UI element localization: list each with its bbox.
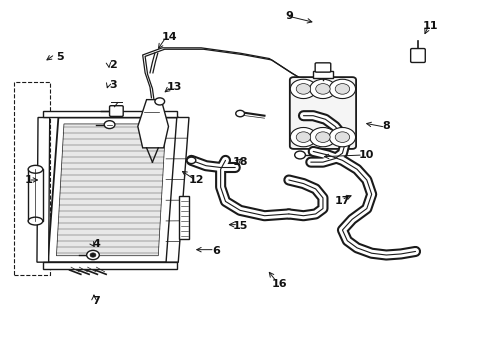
Polygon shape (56, 124, 166, 256)
FancyBboxPatch shape (315, 63, 331, 72)
Circle shape (290, 127, 317, 147)
Text: 17: 17 (335, 197, 350, 206)
Text: 8: 8 (382, 121, 390, 131)
Circle shape (87, 250, 99, 260)
Bar (28, 169, 43, 221)
Bar (179, 196, 189, 239)
Bar (313, 71, 333, 78)
Text: 6: 6 (212, 247, 220, 256)
FancyBboxPatch shape (110, 106, 123, 116)
Text: 13: 13 (167, 82, 182, 92)
Circle shape (310, 127, 336, 147)
Polygon shape (48, 117, 178, 262)
Circle shape (290, 79, 317, 99)
Text: 9: 9 (285, 11, 293, 21)
Text: 2: 2 (110, 60, 117, 70)
Circle shape (329, 79, 356, 99)
Polygon shape (138, 100, 169, 148)
Circle shape (104, 121, 115, 129)
Circle shape (187, 157, 196, 163)
Circle shape (329, 127, 356, 147)
Circle shape (310, 79, 336, 99)
Ellipse shape (28, 165, 43, 173)
Ellipse shape (28, 217, 43, 225)
Circle shape (236, 111, 245, 117)
Text: 18: 18 (232, 157, 248, 167)
Text: 4: 4 (93, 239, 100, 249)
Circle shape (335, 132, 350, 143)
FancyBboxPatch shape (290, 77, 356, 149)
Circle shape (316, 84, 330, 94)
Text: 16: 16 (271, 279, 287, 289)
Circle shape (90, 253, 96, 257)
Text: 1: 1 (24, 175, 32, 185)
Text: 14: 14 (162, 32, 177, 42)
Bar (14, 82, 50, 275)
Circle shape (316, 132, 330, 143)
Bar (43, 111, 177, 117)
Circle shape (155, 98, 165, 105)
Text: 12: 12 (189, 175, 204, 185)
Text: 11: 11 (422, 21, 438, 31)
FancyBboxPatch shape (411, 49, 425, 63)
Text: 15: 15 (232, 221, 248, 231)
Text: 3: 3 (110, 80, 117, 90)
Polygon shape (166, 117, 189, 262)
Circle shape (296, 84, 311, 94)
Text: 7: 7 (93, 296, 100, 306)
Polygon shape (37, 117, 49, 262)
Text: 10: 10 (359, 150, 374, 160)
Circle shape (294, 151, 305, 159)
Bar (43, 262, 177, 269)
Circle shape (296, 132, 311, 143)
Text: 5: 5 (56, 52, 64, 62)
Circle shape (335, 84, 350, 94)
